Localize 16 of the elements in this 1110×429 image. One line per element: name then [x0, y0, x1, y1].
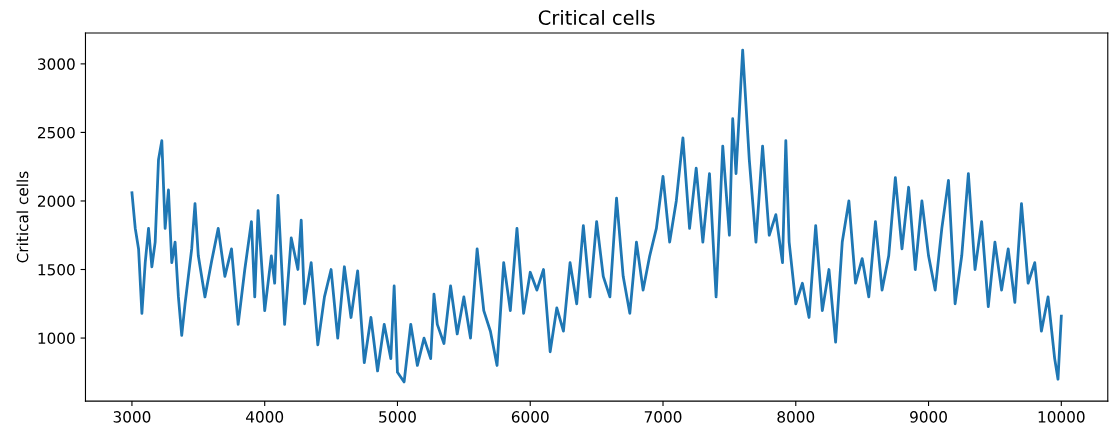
x-tick-label: 10000	[1038, 411, 1085, 423]
x-tick-label: 8000	[777, 411, 815, 423]
line-series	[130, 48, 1063, 384]
y-tick-label: 2000	[37, 195, 75, 207]
x-tick-label: 4000	[246, 411, 284, 423]
y-tick-label: 1500	[38, 263, 75, 276]
y-tick-label: 1000	[38, 332, 75, 345]
x-tick-label: 9000	[910, 411, 947, 423]
y-axis-title: Critical cells	[16, 171, 29, 263]
x-tick-label: 7000	[644, 411, 682, 423]
y-tick-label: 3000	[38, 58, 75, 70]
x-tick-label: 3000	[113, 411, 151, 423]
chart-title: Critical cells	[538, 9, 655, 25]
x-tick-label: 5000	[379, 411, 416, 423]
x-tick-label: 6000	[511, 411, 549, 423]
y-tick-label: 2500	[37, 126, 75, 139]
